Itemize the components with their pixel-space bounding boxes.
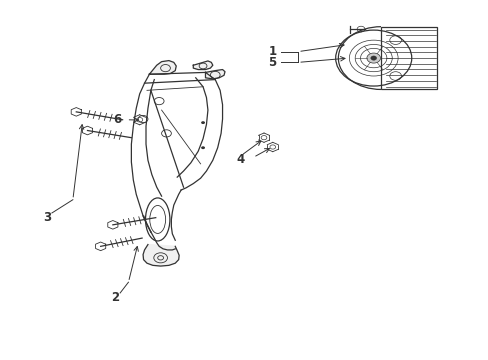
Polygon shape — [149, 60, 176, 74]
Polygon shape — [193, 61, 212, 69]
Bar — [380, 27, 436, 89]
Polygon shape — [205, 69, 224, 79]
Polygon shape — [143, 244, 179, 266]
Circle shape — [201, 121, 204, 124]
Text: 6: 6 — [113, 113, 122, 126]
Circle shape — [201, 146, 204, 149]
Text: 5: 5 — [267, 56, 276, 69]
Text: 3: 3 — [43, 211, 51, 224]
Text: 2: 2 — [111, 291, 119, 304]
Text: 4: 4 — [236, 153, 244, 166]
Text: 1: 1 — [268, 45, 276, 58]
Circle shape — [370, 56, 376, 60]
Circle shape — [366, 53, 380, 63]
